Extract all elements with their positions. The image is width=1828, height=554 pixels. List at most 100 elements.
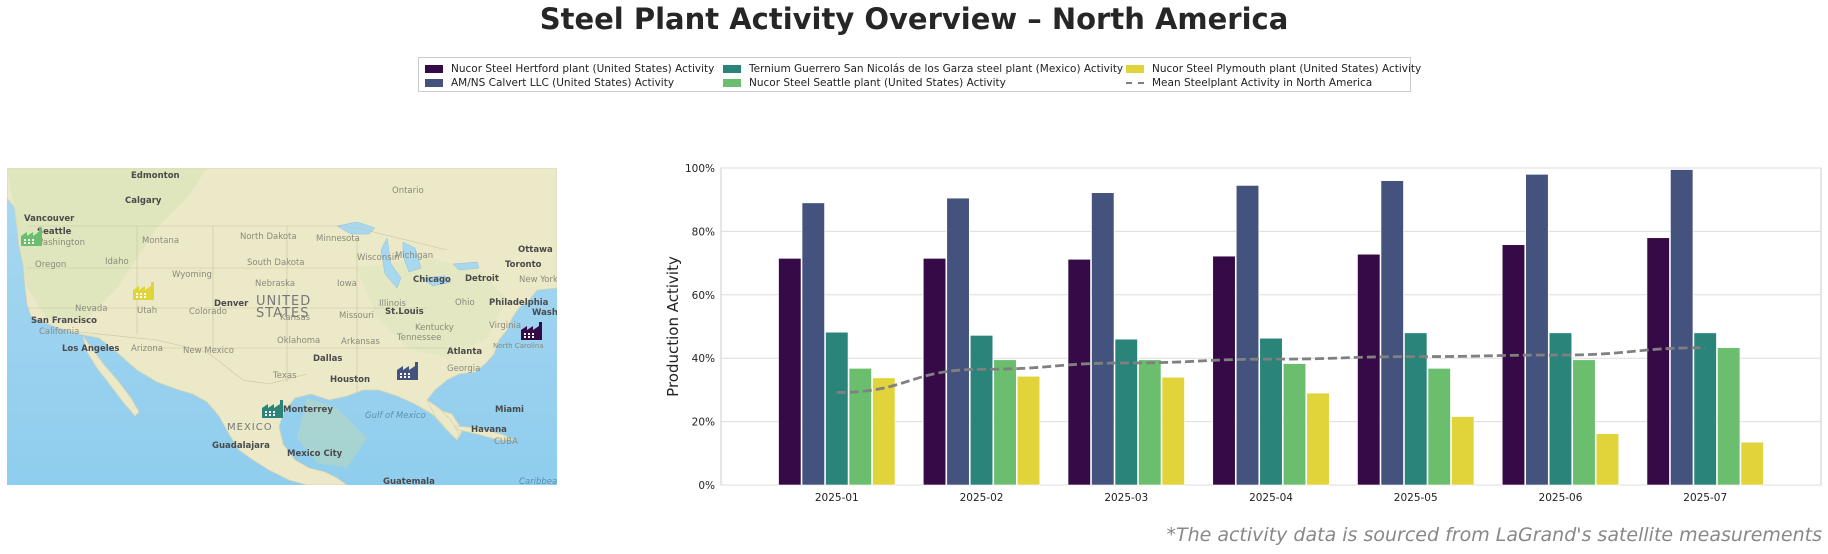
map-label: Missouri: [339, 311, 374, 321]
bar: [778, 258, 802, 486]
terrain-tint: [7, 168, 207, 318]
map-label: Calgary: [125, 196, 162, 206]
bar: [1282, 363, 1307, 486]
y-tick-label: 20%: [692, 417, 715, 429]
bar: [1572, 359, 1596, 486]
map-label: Detroit: [465, 274, 499, 284]
bar: [1016, 375, 1041, 486]
map-label: Houston: [330, 375, 370, 385]
map-label: South Dakota: [247, 258, 305, 268]
y-tick-label: 100%: [685, 163, 715, 175]
map-label: CUBA: [494, 437, 518, 447]
florida-peninsula: [425, 398, 460, 441]
bar: [1259, 337, 1283, 486]
y-tick-label: 60%: [692, 290, 715, 302]
legend-label: Ternium Guerrero San Nicolás de los Garz…: [749, 63, 1124, 75]
bar: [848, 368, 872, 486]
x-tick-label: 2025-04: [1249, 492, 1293, 504]
great-lakes: [336, 221, 480, 289]
map-label: Miami: [495, 405, 524, 415]
x-tick-label: 2025-06: [1539, 492, 1583, 504]
y-tick-label: 80%: [692, 226, 715, 238]
map-label: Atlanta: [447, 347, 482, 357]
legend-label: Nucor Steel Seattle plant (United States…: [749, 77, 1006, 89]
chart-title: Steel Plant Activity Overview – North Am…: [539, 2, 1289, 36]
bar: [1670, 169, 1694, 486]
map-label: Arizona: [131, 344, 163, 354]
map-label: Chicago: [413, 275, 451, 285]
legend-swatch: [425, 79, 443, 87]
mean-line: [836, 346, 1706, 394]
bar: [1404, 332, 1428, 486]
map-label: Oklahoma: [277, 336, 320, 346]
map-label: MEXICO: [227, 422, 273, 433]
x-tick-label: 2025-05: [1394, 492, 1438, 504]
factory-icon: [262, 400, 283, 418]
map-label: Georgia: [447, 364, 480, 374]
map-label: California: [39, 327, 79, 337]
map-label: Ohio: [455, 298, 475, 308]
legend-swatch: [723, 65, 741, 73]
map-label: Toronto: [505, 260, 542, 270]
legend-label: Nucor Steel Plymouth plant (United State…: [1152, 63, 1422, 75]
bar: [1525, 174, 1549, 486]
chart-legend: Nucor Steel Hertford plant (United State…: [418, 57, 1421, 92]
map-label: Texas: [272, 371, 297, 381]
cuba-island: [453, 425, 516, 441]
x-tick-label: 2025-03: [1104, 492, 1148, 504]
map-label: STATES: [256, 306, 309, 321]
factory-icon: [521, 322, 542, 340]
bar: [1161, 376, 1185, 486]
bar: [1646, 237, 1670, 486]
map-label: Guatemala: [383, 477, 435, 485]
map-label: Iowa: [337, 279, 357, 289]
map-label: North Carolina: [493, 342, 544, 350]
map-label: Minnesota: [316, 234, 360, 244]
bar: [1380, 180, 1404, 486]
factory-icon: [133, 282, 154, 300]
bar: [872, 377, 896, 486]
bar: [1717, 347, 1741, 486]
bar: [825, 331, 849, 486]
factory-icon: [397, 362, 418, 380]
y-tick-label: 0%: [698, 480, 715, 492]
bar: [801, 202, 825, 486]
map-label: New York: [519, 275, 557, 285]
map-label: St.Louis: [385, 307, 424, 317]
legend-swatch: [425, 65, 443, 73]
map-label: Denver: [214, 299, 249, 309]
map-label: Kansas: [280, 313, 311, 323]
map-label: Kentucky: [415, 323, 454, 333]
x-tick-label: 2025-02: [960, 492, 1004, 504]
map-label: Michigan: [395, 251, 433, 261]
map-label: Montana: [142, 236, 179, 246]
bar: [1067, 258, 1091, 486]
y-tick-label: 40%: [692, 353, 715, 365]
bar: [1451, 416, 1475, 486]
bar: [1693, 332, 1717, 486]
x-tick-label: 2025-01: [815, 492, 859, 504]
map-label: San Francisco: [31, 316, 97, 326]
map-label: Los Angeles: [62, 344, 120, 354]
bar: [1357, 253, 1381, 486]
bar: [1501, 244, 1526, 486]
map-label: Virginia: [489, 321, 521, 331]
map-label: Washington: [35, 238, 85, 248]
legend-label: Nucor Steel Hertford plant (United State…: [451, 63, 715, 75]
baja-peninsula: [82, 335, 140, 417]
map-label: Illinois: [379, 299, 407, 309]
x-tick-label: 2025-07: [1683, 492, 1727, 504]
bar: [1595, 433, 1620, 486]
bar: [946, 197, 970, 486]
map-label: Ontario: [392, 186, 424, 196]
x-axis: 2025-01 2025-02 2025-03 2025-04 2025-05 2025-…: [815, 492, 1727, 504]
map-label: Nebraska: [255, 279, 295, 289]
bar: [1306, 392, 1330, 486]
terrain-tint: [297, 398, 367, 468]
map-label: North Dakota: [240, 232, 297, 242]
bars: [778, 169, 1764, 486]
y-axis-label: Production Activity: [664, 256, 682, 397]
legend-swatch: [1126, 65, 1144, 73]
map-label: Nevada: [75, 304, 107, 314]
